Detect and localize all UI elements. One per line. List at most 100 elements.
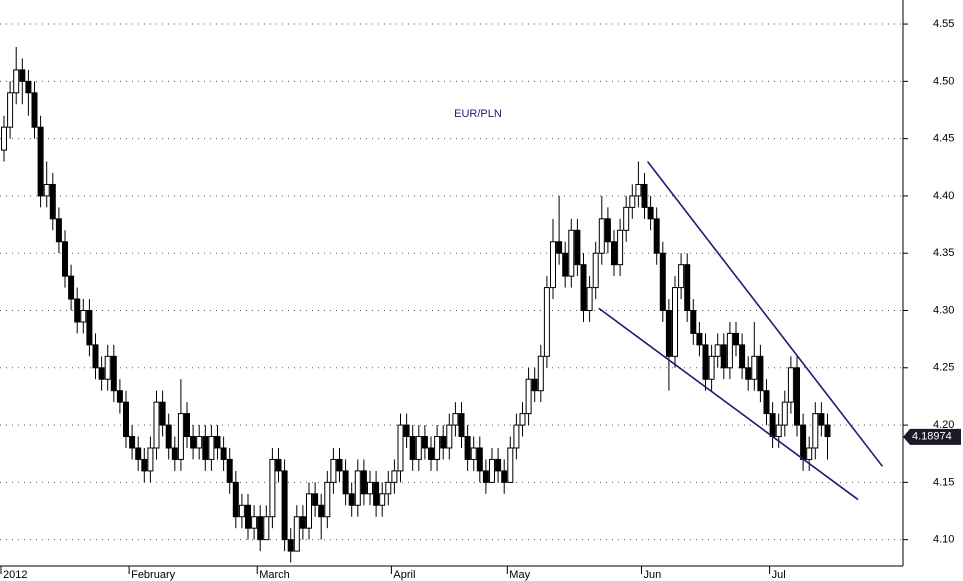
candle-body [464,436,471,460]
candle-body [745,367,752,380]
candle-body [275,458,282,472]
candle-body [672,287,678,357]
candle-body [714,344,721,357]
candle-body [330,458,337,483]
candle-body [665,309,672,357]
candle-body [757,355,764,392]
candle-body [470,447,477,460]
x-tick-label: Jul [772,569,786,581]
last-value-label: 4.18974 [912,431,952,443]
candle-body [238,504,245,518]
candle-body [1,126,7,151]
candle-body [684,264,691,311]
candle-body [476,447,483,472]
x-tick-label: May [509,569,530,581]
candle-body [257,516,264,541]
y-tick-label: 4.50 [933,75,954,87]
candle-body [653,218,660,254]
candle-body [446,424,453,449]
candle-body [763,390,770,415]
candle-body [733,332,739,346]
candle-body [818,413,825,426]
candle-body [659,252,666,311]
candle-body [336,458,343,472]
candle-body [452,413,459,426]
candle-body [367,481,373,495]
candle-body [159,401,166,426]
y-tick-label: 4.10 [933,534,954,546]
y-tick-label: 4.20 [933,419,954,431]
candle-body [379,493,386,506]
candle-body [635,183,642,197]
chart-title: EUR/PLN [454,108,502,120]
candle-body [165,424,172,449]
candle-body [428,447,434,460]
candle-body [604,218,611,243]
candle-body [43,183,50,197]
candle-body [13,69,20,94]
candle-body [489,458,495,483]
candle-body [739,344,746,369]
x-tick-label: 2012 [3,569,27,581]
candle-body [623,206,630,231]
candle-body [458,413,465,438]
candle-body [373,481,380,506]
candle-body [86,309,93,346]
candle-body [543,287,550,357]
trend-line [646,161,884,467]
candle-body [49,183,56,220]
candle-body [647,206,654,220]
candle-body [129,436,136,449]
candle-body [80,309,87,323]
candle-body [385,481,392,495]
candle-body [342,470,349,495]
candle-body [415,436,422,460]
candle-body [226,458,233,483]
candle-body [116,390,123,403]
candle-body [391,470,398,483]
candle-body [403,424,410,438]
candle-body [440,436,447,449]
candle-body [141,458,148,472]
candle-body [397,424,404,472]
candle-body [702,344,709,380]
candle-body [147,447,154,472]
candle-body [7,92,14,128]
candle-body [62,241,68,277]
candle-body [574,229,581,266]
y-tick-label: 4.45 [933,133,954,145]
candle-body [641,183,648,208]
candle-body [598,218,605,254]
candle-body [245,504,251,529]
candle-body [92,344,99,369]
candle-body [519,413,526,426]
candle-body [55,218,62,243]
candle-body [507,447,514,483]
candle-body [348,493,355,506]
candle-body [19,69,26,82]
candle-body [190,436,197,449]
candle-body [696,332,703,346]
candle-body [537,355,544,392]
candle-body [177,413,184,460]
candle-body [531,378,538,392]
candle-body [482,470,489,483]
x-tick-label: March [259,569,290,581]
candle-body [562,252,569,277]
candle-body [153,401,160,449]
candle-body [586,287,593,311]
last-value-box [903,428,961,445]
x-tick-label: February [131,569,176,581]
y-tick-label: 4.40 [933,190,954,202]
x-tick-label: April [393,569,415,581]
candle-body [312,493,319,506]
candle-body [171,447,178,460]
candle-body [37,126,44,197]
candle-body [812,413,819,449]
candle-body [751,355,758,380]
candle-body [214,436,221,449]
candle-body [556,241,563,254]
candle-body [98,367,105,380]
candle-body [269,458,276,518]
